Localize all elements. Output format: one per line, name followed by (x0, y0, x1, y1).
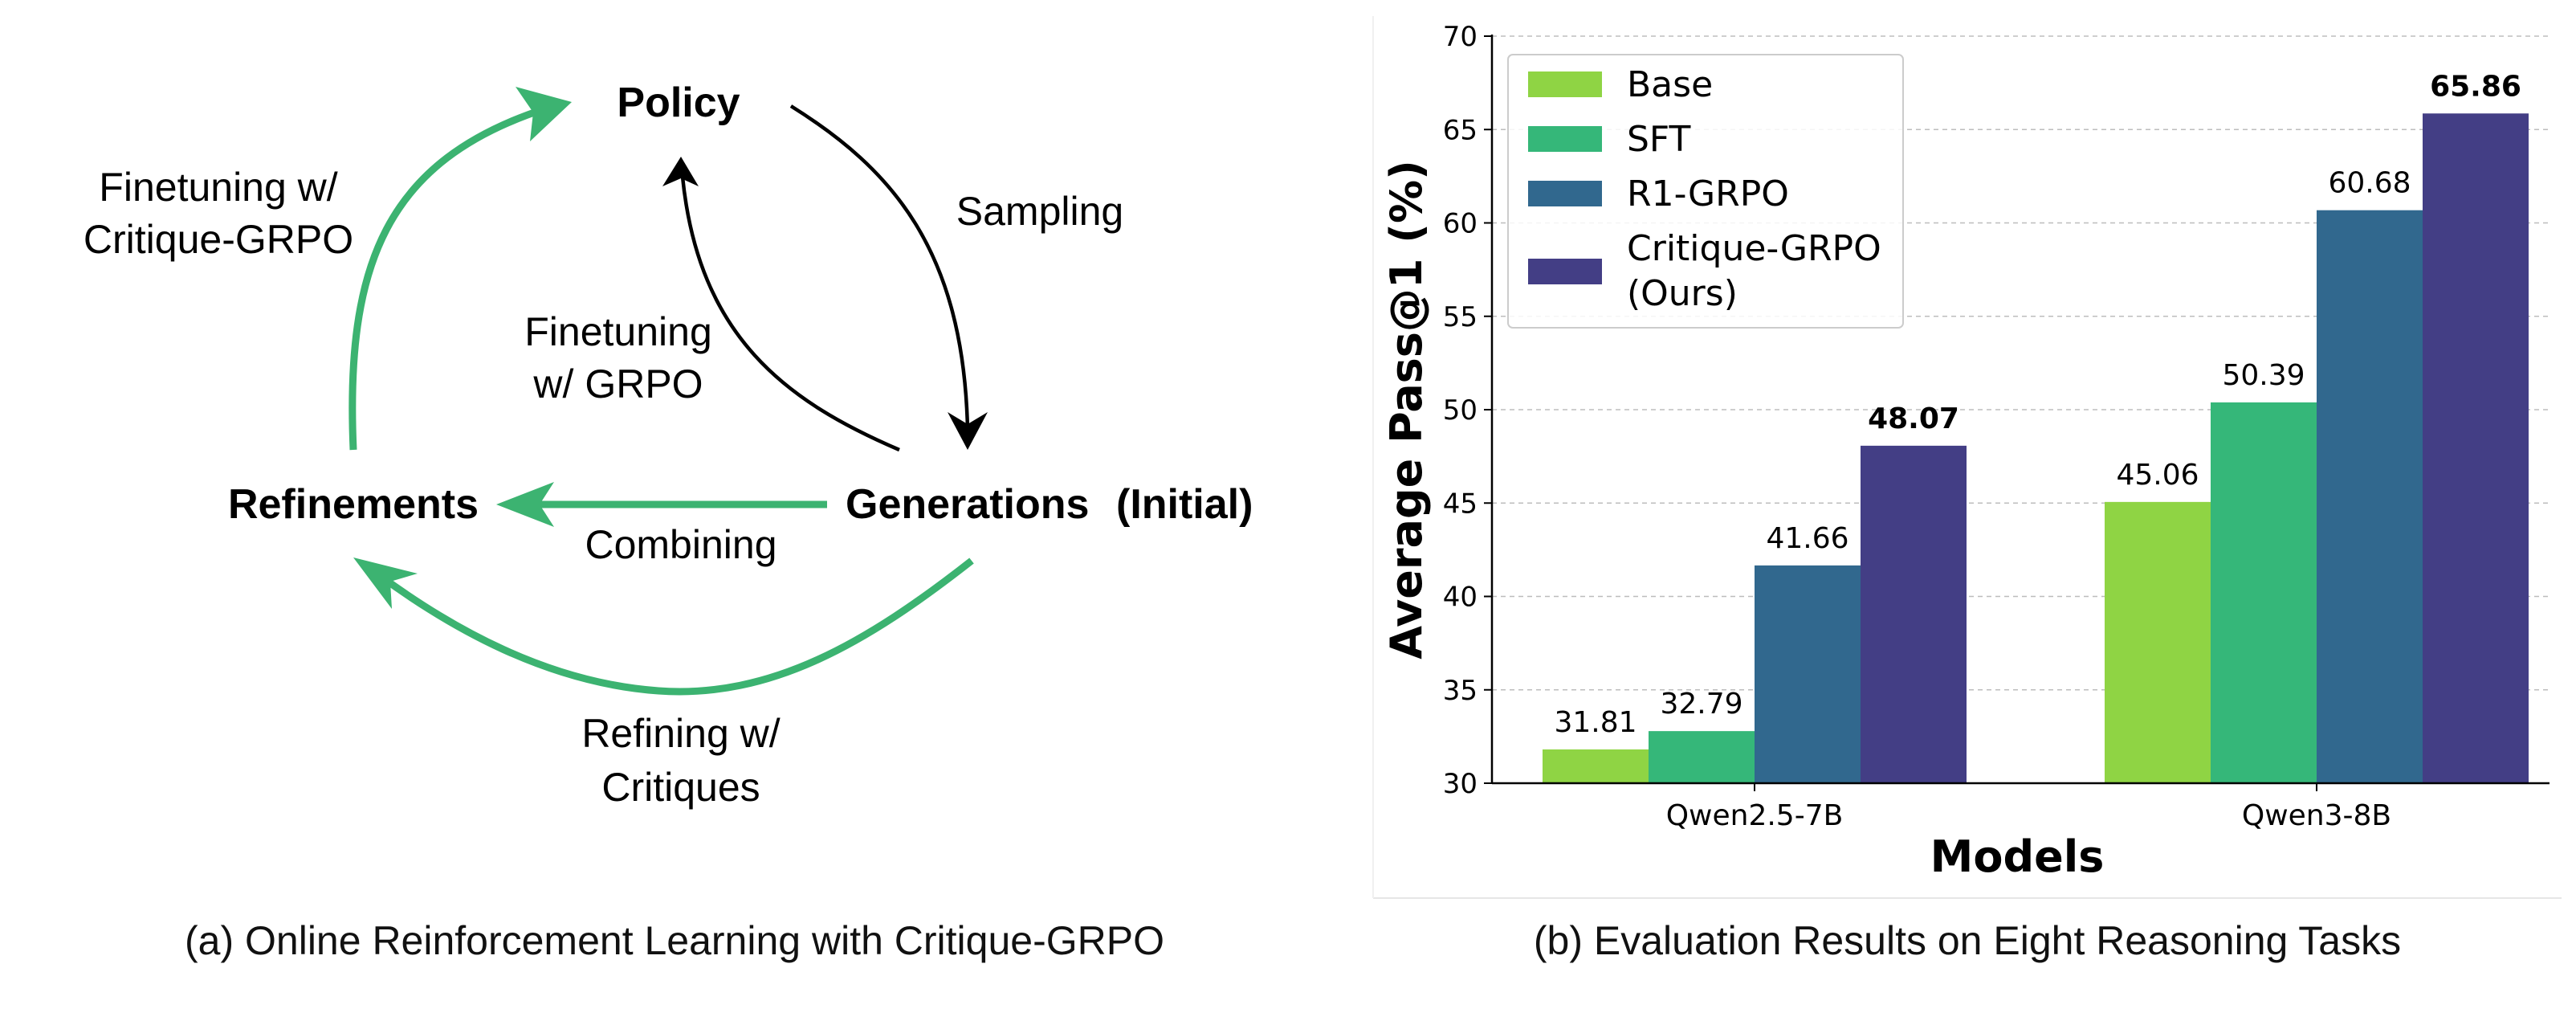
sampling-arrowhead (948, 412, 988, 450)
y-tick-label: 35 (1443, 675, 1478, 707)
node-initial: (Initial) (1116, 481, 1253, 528)
node-policy: Policy (617, 80, 740, 126)
y-axis-title: Average Pass@1 (%) (1381, 160, 1432, 660)
label-refining-line2: Critiques (601, 765, 760, 810)
bar-value-label: 60.68 (2328, 167, 2411, 200)
label-finetune-critique-line1: Finetuning w/ (99, 165, 337, 210)
bar-sft (1649, 731, 1755, 783)
bar-r1-grpo (1755, 565, 1861, 783)
legend-label: Base (1627, 64, 1713, 105)
y-tick-label: 40 (1443, 582, 1478, 614)
bar-value-label: 45.06 (2116, 459, 2199, 492)
bar-chart: 30 35 40 45 50 55 60 65 70 31.81 45.06 32.79 50.39 41… (1381, 21, 2550, 882)
legend-swatch (1528, 181, 1602, 206)
bar-critique-grpo-ours- (1861, 445, 1967, 783)
node-refinements: Refinements (228, 481, 479, 528)
x-tick-label: Qwen2.5-7B (1666, 799, 1844, 832)
bar-r1-grpo (2317, 210, 2423, 783)
finetune-critique-arrow (348, 104, 548, 451)
label-combining: Combining (585, 522, 776, 567)
legend-swatch (1528, 71, 1602, 97)
bar-sft (2211, 402, 2317, 783)
y-tick-label: 30 (1443, 768, 1478, 800)
y-tick-label: 50 (1443, 394, 1478, 427)
finetune-grpo-arrow (680, 176, 900, 452)
label-sampling: Sampling (956, 189, 1123, 234)
bar-value-label: 31.81 (1554, 706, 1636, 739)
caption-b: (b) Evaluation Results on Eight Reasonin… (1534, 918, 2401, 963)
legend-swatch (1528, 259, 1602, 284)
legend-label: SFT (1627, 119, 1690, 160)
y-tick-label: 55 (1443, 301, 1478, 333)
legend-label: (Ours) (1627, 273, 1738, 314)
refining-arrow (379, 557, 974, 696)
sampling-arrow (789, 104, 970, 431)
legend-box (1507, 54, 1904, 329)
label-finetune-grpo-line2: w/ GRPO (532, 361, 703, 406)
bar-critique-grpo-ours- (2423, 113, 2529, 783)
bar-value-label: 41.66 (1766, 522, 1848, 555)
bar-value-label: 65.86 (2430, 70, 2521, 103)
legend-swatch (1528, 126, 1602, 152)
x-tick-label: Qwen3-8B (2242, 799, 2391, 832)
x-axis-title: Models (1930, 831, 2105, 882)
bar-value-label: 32.79 (1660, 688, 1742, 721)
cycle-diagram: Policy Refinements Generations (Initial)… (84, 80, 1253, 963)
node-generations: Generations (846, 481, 1089, 528)
bar-base (1543, 749, 1649, 783)
label-finetune-grpo-line1: Finetuning (524, 309, 712, 354)
finetune-grpo-arrowhead (662, 157, 699, 186)
caption-a: (a) Online Reinforcement Learning with C… (185, 918, 1164, 963)
bar-value-label: 48.07 (1868, 402, 1959, 435)
bar-base (2105, 501, 2211, 783)
y-tick-label: 60 (1443, 208, 1478, 240)
y-tick-label: 70 (1443, 21, 1478, 53)
legend-label: Critique-GRPO (1627, 228, 1881, 269)
label-refining-line1: Refining w/ (581, 711, 780, 756)
y-tick-label: 45 (1443, 488, 1478, 520)
bar-value-label: 50.39 (2222, 359, 2305, 392)
y-tick-label: 65 (1443, 114, 1478, 146)
refining-arrowhead (353, 557, 418, 609)
finetune-critique-arrowhead (516, 87, 572, 141)
legend-label: R1-GRPO (1627, 174, 1789, 214)
combining-arrowhead (496, 482, 554, 527)
label-finetune-critique-line2: Critique-GRPO (84, 217, 353, 262)
